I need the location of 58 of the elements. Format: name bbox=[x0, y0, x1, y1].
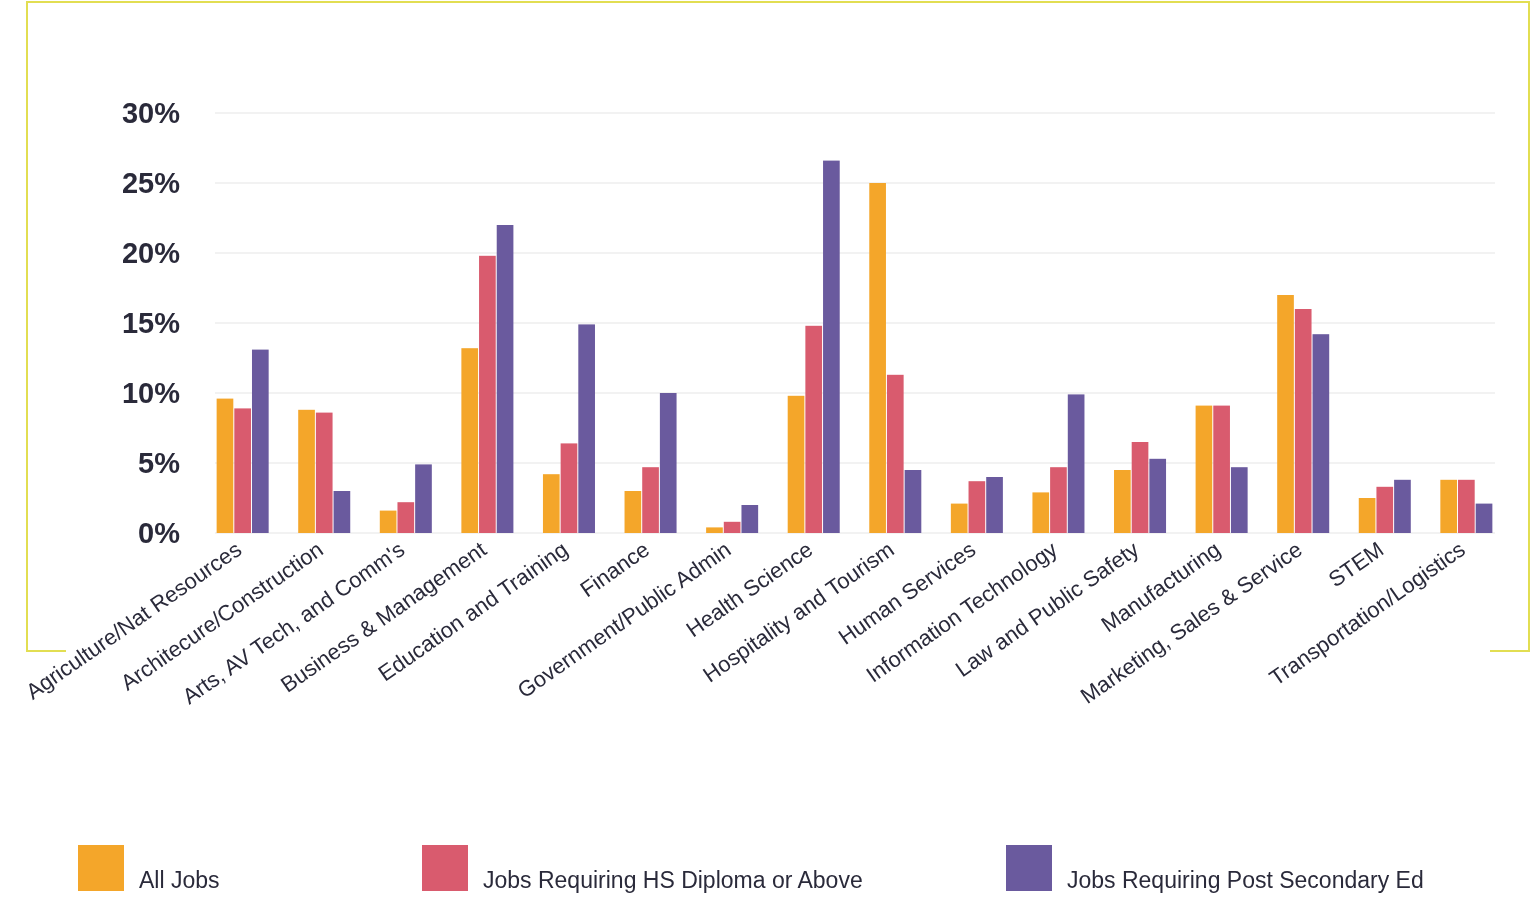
y-tick-label: 10% bbox=[121, 377, 181, 410]
legend-label: Jobs Requiring Post Secondary Ed bbox=[1067, 867, 1424, 893]
legend-label: All Jobs bbox=[139, 867, 220, 893]
bar bbox=[1294, 309, 1312, 533]
y-tick-label: 20% bbox=[121, 237, 181, 270]
bar bbox=[1114, 470, 1131, 533]
y-tick-label: 30% bbox=[121, 97, 181, 130]
bar bbox=[496, 225, 514, 533]
bar bbox=[1131, 442, 1149, 533]
bar bbox=[1458, 479, 1475, 533]
bar bbox=[560, 443, 578, 533]
y-tick-label: 15% bbox=[121, 307, 181, 340]
bar bbox=[1440, 479, 1458, 533]
bar bbox=[741, 505, 759, 533]
bar bbox=[1277, 295, 1294, 533]
bar bbox=[333, 491, 351, 533]
bar bbox=[1149, 458, 1167, 533]
bar bbox=[1050, 467, 1067, 533]
bar bbox=[397, 502, 415, 533]
bar bbox=[461, 348, 479, 533]
y-tick-label: 0% bbox=[138, 517, 181, 550]
bar bbox=[1213, 405, 1230, 533]
bar bbox=[1312, 334, 1330, 533]
bar bbox=[379, 510, 397, 533]
bar bbox=[1195, 405, 1213, 533]
y-tick-label: 5% bbox=[138, 447, 181, 480]
bar bbox=[823, 160, 840, 533]
bar bbox=[542, 474, 560, 533]
bar bbox=[723, 521, 741, 533]
bar bbox=[1394, 479, 1411, 533]
bar bbox=[904, 470, 922, 533]
legend-label: Jobs Requiring HS Diploma or Above bbox=[483, 867, 863, 893]
bar bbox=[216, 398, 234, 533]
bar bbox=[1358, 498, 1376, 533]
bar bbox=[968, 481, 986, 533]
bar bbox=[479, 255, 496, 533]
bar bbox=[950, 503, 968, 533]
bar bbox=[624, 491, 642, 533]
bar bbox=[869, 183, 886, 533]
bar bbox=[1067, 394, 1085, 533]
bar bbox=[298, 409, 315, 533]
bar bbox=[787, 395, 805, 533]
bar bbox=[659, 393, 677, 533]
bar bbox=[805, 325, 823, 533]
bar bbox=[415, 464, 432, 533]
bar bbox=[986, 477, 1003, 533]
bar bbox=[706, 527, 723, 533]
bar bbox=[251, 349, 269, 533]
bar bbox=[1376, 486, 1394, 533]
y-tick-label: 25% bbox=[121, 167, 181, 200]
bar bbox=[886, 374, 904, 533]
bar bbox=[642, 467, 659, 533]
bar bbox=[315, 412, 333, 533]
bar bbox=[578, 324, 595, 533]
bar bbox=[234, 408, 251, 533]
bar bbox=[1230, 467, 1248, 533]
bar bbox=[1475, 503, 1493, 533]
bar bbox=[1032, 492, 1050, 533]
